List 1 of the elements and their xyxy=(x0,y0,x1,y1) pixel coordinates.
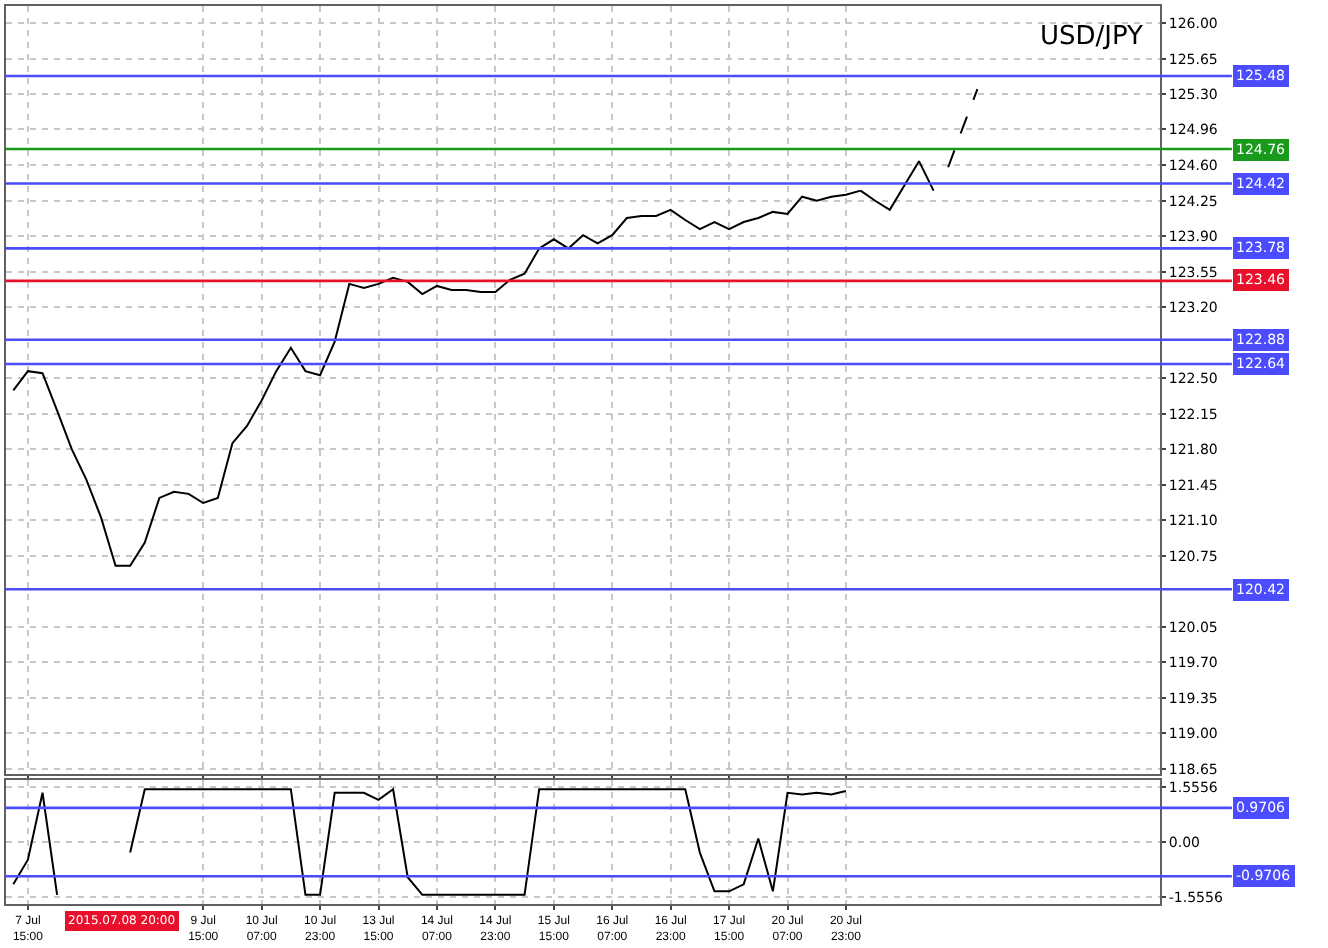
text: USD/JPY xyxy=(1040,22,1144,52)
